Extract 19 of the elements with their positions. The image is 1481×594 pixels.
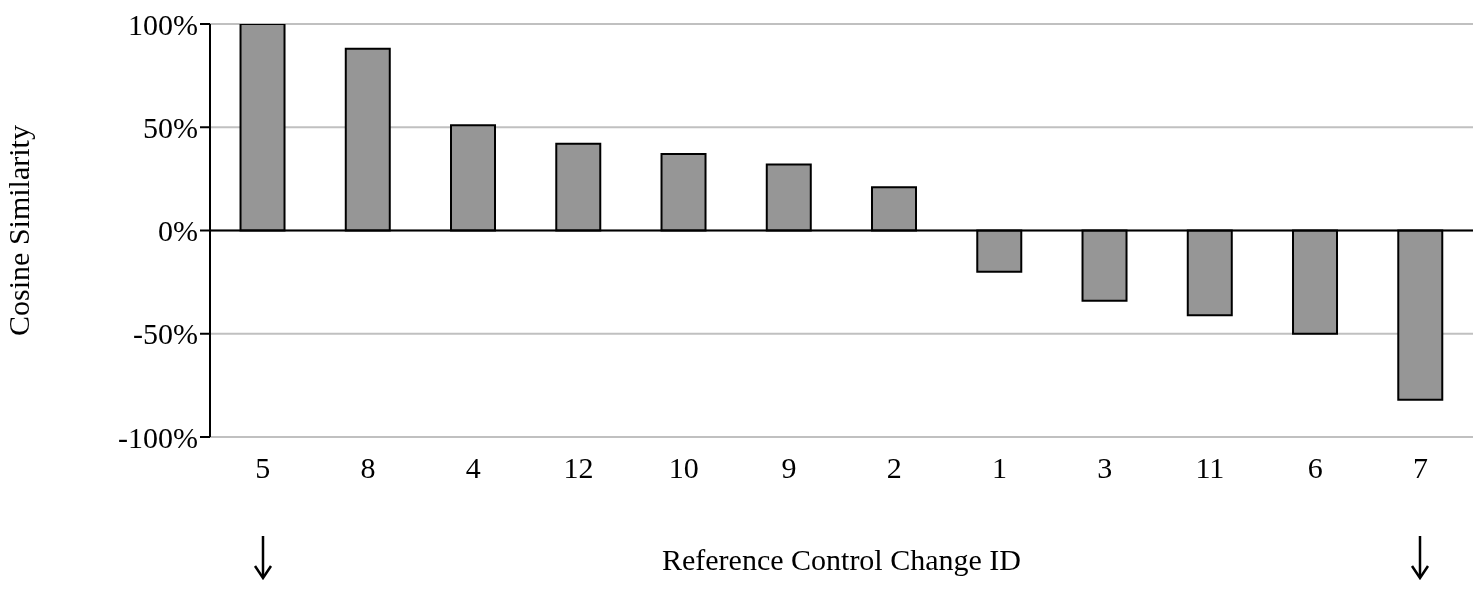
y-tick-label: -50%	[133, 317, 198, 351]
x-tick-label: 10	[668, 451, 699, 485]
x-tick-label: 12	[563, 451, 594, 485]
y-tick-label: 0%	[158, 214, 198, 248]
x-tick-label: 4	[465, 451, 481, 485]
x-tick-label: 3	[1097, 451, 1113, 485]
x-tick-label: 2	[886, 451, 902, 485]
x-tick-label: 9	[781, 451, 797, 485]
x-tick-label: 8	[360, 451, 376, 485]
x-tick-label: 11	[1195, 451, 1225, 485]
x-tick-label: 1	[991, 451, 1007, 485]
y-tick-label: 100%	[128, 7, 198, 41]
x-axis-title: Reference Control Change ID	[660, 543, 1022, 577]
x-tick-label: 6	[1307, 451, 1323, 485]
y-tick-label: -100%	[118, 420, 198, 454]
x-tick-label: 5	[255, 451, 271, 485]
y-tick-label: 50%	[143, 110, 198, 144]
x-tick-label: 7	[1412, 451, 1428, 485]
y-axis-title: Cosine Similarity	[1, 125, 35, 336]
